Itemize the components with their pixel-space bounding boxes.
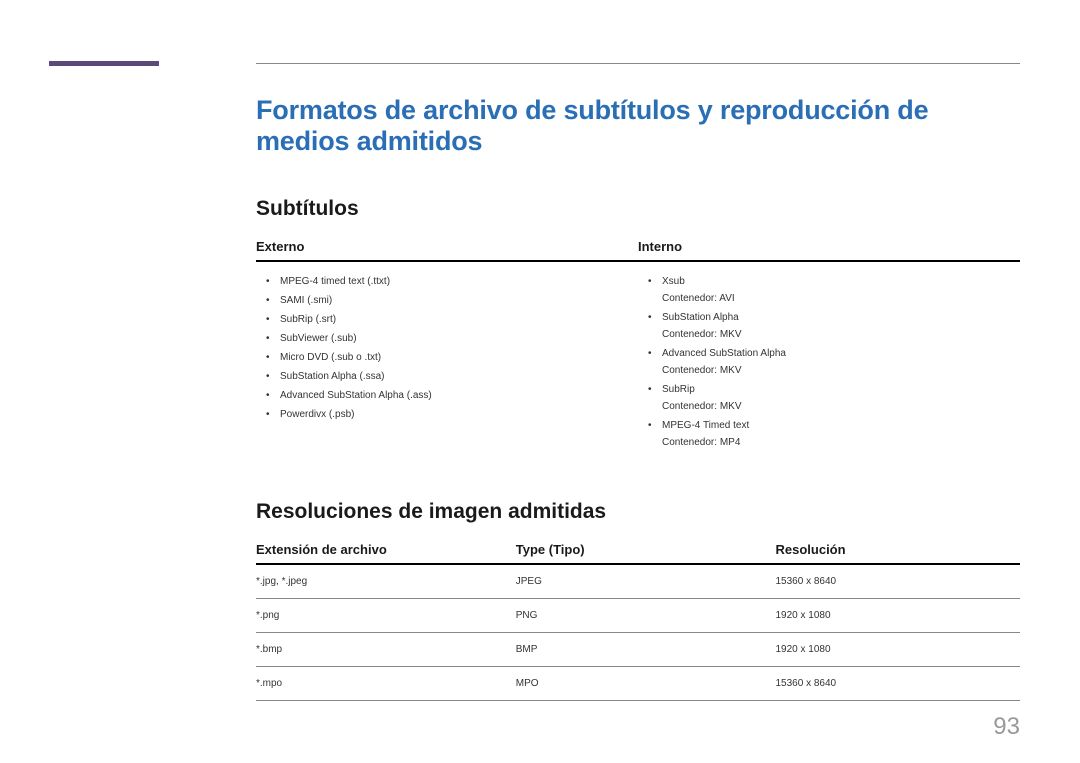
top-rule [256,63,1020,64]
section-subtitles-title: Subtítulos [256,197,1020,221]
interno-list: XsubContenedor: AVISubStation AlphaConte… [638,272,1020,452]
column-header: Externo [256,239,638,260]
list-item: MPEG-4 timed text (.ttxt) [280,272,638,291]
accent-bar [49,61,159,66]
table-cell: *.mpo [256,667,516,701]
column-rule [256,260,638,262]
subtitle-columns: Externo MPEG-4 timed text (.ttxt)SAMI (.… [256,239,1020,452]
list-item: Micro DVD (.sub o .txt) [280,348,638,367]
section-resolutions-title: Resoluciones de imagen admitidas [256,500,1020,524]
list-item: Powerdivx (.psb) [280,405,638,424]
subtitle-column-externo: Externo MPEG-4 timed text (.ttxt)SAMI (.… [256,239,638,452]
table-cell: JPEG [516,564,776,599]
list-item: SubRipContenedor: MKV [662,380,1020,416]
table-cell: *.jpg, *.jpeg [256,564,516,599]
list-item: MPEG-4 Timed textContenedor: MP4 [662,416,1020,452]
column-rule [638,260,1020,262]
externo-list: MPEG-4 timed text (.ttxt)SAMI (.smi)SubR… [256,272,638,424]
table-row: *.bmpBMP1920 x 1080 [256,633,1020,667]
table-row: *.jpg, *.jpegJPEG15360 x 8640 [256,564,1020,599]
list-item: SubRip (.srt) [280,310,638,329]
table-cell: PNG [516,599,776,633]
list-item: SubStation AlphaContenedor: MKV [662,308,1020,344]
list-item: SubStation Alpha (.ssa) [280,367,638,386]
table-header: Type (Tipo) [516,542,776,564]
list-item-subline: Contenedor: MP4 [662,433,1020,452]
list-item-subline: Contenedor: MKV [662,325,1020,344]
table-header: Extensión de archivo [256,542,516,564]
table-row: *.mpoMPO15360 x 8640 [256,667,1020,701]
table-cell: BMP [516,633,776,667]
table-cell: *.png [256,599,516,633]
list-item: Advanced SubStation AlphaContenedor: MKV [662,344,1020,380]
table-cell: 15360 x 8640 [776,667,1021,701]
table-cell: 1920 x 1080 [776,633,1021,667]
table-cell: MPO [516,667,776,701]
list-item-subline: Contenedor: AVI [662,289,1020,308]
table-cell: *.bmp [256,633,516,667]
table-cell: 15360 x 8640 [776,564,1021,599]
table-cell: 1920 x 1080 [776,599,1021,633]
list-item-subline: Contenedor: MKV [662,397,1020,416]
main-title: Formatos de archivo de subtítulos y repr… [256,95,1020,157]
list-item: SAMI (.smi) [280,291,638,310]
table-row: *.pngPNG1920 x 1080 [256,599,1020,633]
resolutions-table: Extensión de archivo Type (Tipo) Resoluc… [256,542,1020,701]
table-header: Resolución [776,542,1021,564]
table-header-row: Extensión de archivo Type (Tipo) Resoluc… [256,542,1020,564]
column-header: Interno [638,239,1020,260]
page-number: 93 [993,713,1020,741]
list-item-subline: Contenedor: MKV [662,361,1020,380]
list-item: Advanced SubStation Alpha (.ass) [280,386,638,405]
subtitle-column-interno: Interno XsubContenedor: AVISubStation Al… [638,239,1020,452]
list-item: SubViewer (.sub) [280,329,638,348]
page-content: Formatos de archivo de subtítulos y repr… [256,95,1020,701]
list-item: XsubContenedor: AVI [662,272,1020,308]
